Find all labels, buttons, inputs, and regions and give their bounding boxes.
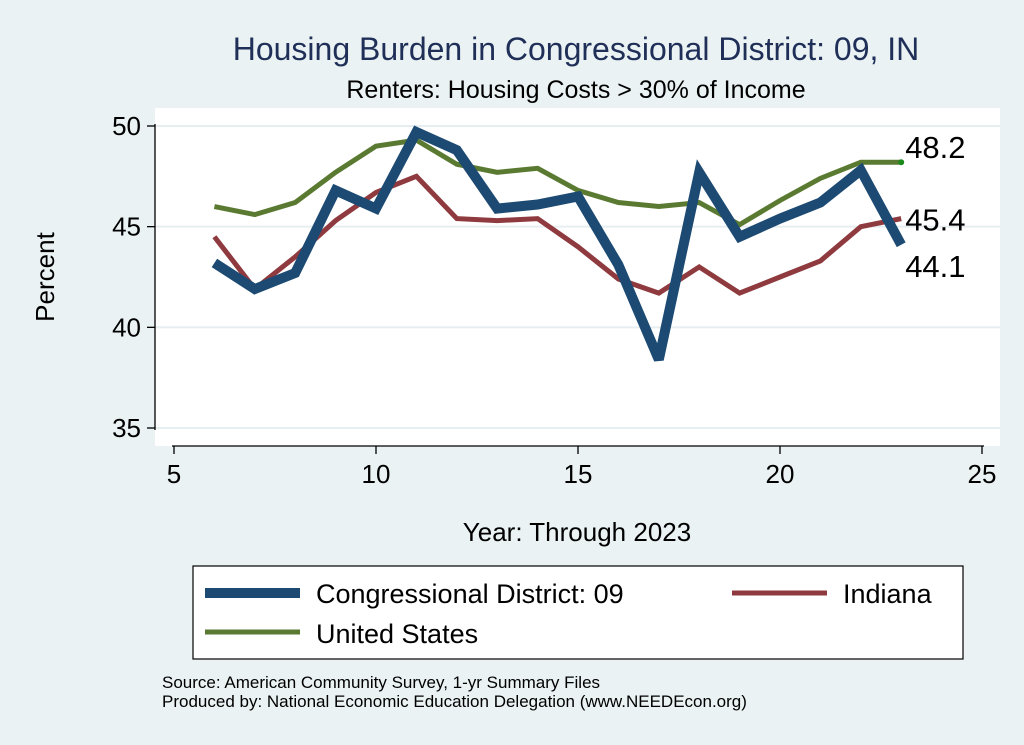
series-lines [211, 125, 906, 362]
end-label-united-states: 48.2 [905, 130, 965, 165]
end-labels: 44.1 45.4 48.2 [905, 130, 965, 284]
line-indiana [212, 173, 902, 296]
x-tick-label: 20 [766, 459, 795, 489]
end-label-district: 44.1 [905, 249, 965, 284]
x-tick-label: 15 [564, 459, 593, 489]
x-tick-label: 25 [968, 459, 997, 489]
end-label-indiana: 45.4 [905, 203, 965, 238]
source-line: Source: American Community Survey, 1-yr … [162, 673, 600, 692]
legend-label-indiana: Indiana [843, 579, 933, 609]
x-axis-label: Year: Through 2023 [463, 517, 691, 547]
line-united-states [213, 137, 902, 228]
x-tick-label: 5 [167, 459, 181, 489]
y-tick-label: 50 [112, 111, 141, 141]
chart-title: Housing Burden in Congressional District… [233, 31, 920, 67]
produced-by-line: Produced by: National Economic Education… [162, 692, 747, 711]
x-tick-label: 10 [362, 459, 391, 489]
line-district [211, 125, 906, 362]
chart-subtitle: Renters: Housing Costs > 30% of Income [346, 76, 805, 104]
united-states-end-marker [898, 159, 905, 166]
legend-box [192, 565, 964, 660]
legend-label-district: Congressional District: 09 [316, 579, 624, 609]
y-axis-label: Percent [30, 231, 60, 321]
legend-label-united-states: United States [316, 619, 478, 649]
y-tick-label: 35 [112, 413, 141, 443]
y-tick-label: 40 [112, 312, 141, 342]
axes: 35 40 45 50 5 10 15 20 25 [112, 111, 996, 489]
y-tick-label: 45 [112, 212, 141, 242]
legend: Congressional District: 09 Indiana Unite… [192, 565, 964, 660]
